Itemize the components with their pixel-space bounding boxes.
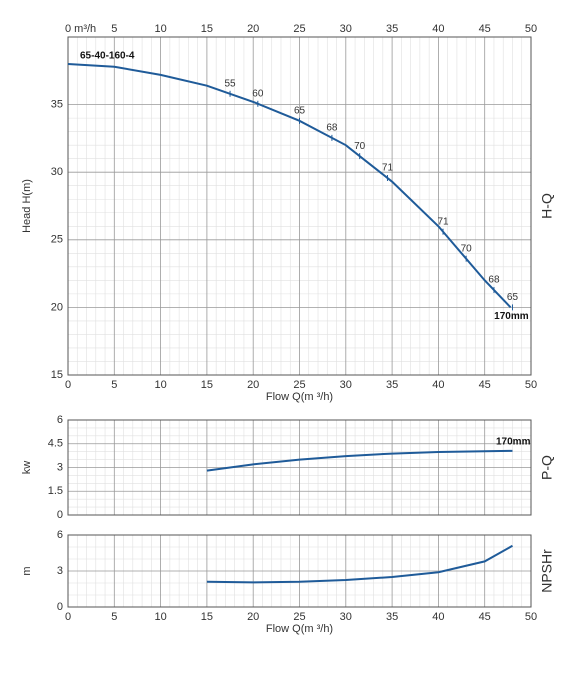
y-tick-label: 0 bbox=[57, 601, 63, 613]
x-tick-label: 0 bbox=[65, 611, 71, 623]
x-tick-label: 40 bbox=[432, 611, 444, 623]
x-tick-label: 50 bbox=[525, 611, 537, 623]
plot-frame bbox=[67, 534, 532, 608]
curve bbox=[206, 449, 513, 472]
x-tick-label: 30 bbox=[340, 611, 352, 623]
x-tick-label: 50 bbox=[525, 379, 537, 391]
curve-label: 65-40-160-4 bbox=[80, 51, 135, 62]
y-axis-label: kw bbox=[21, 461, 33, 475]
efficiency-label: 71 bbox=[437, 216, 449, 227]
x-tick-label: 0 bbox=[65, 379, 71, 391]
x-tick-label: 35 bbox=[386, 611, 398, 623]
y-tick-label: 6 bbox=[57, 529, 63, 541]
efficiency-label: 65 bbox=[507, 292, 519, 303]
y-tick-label: 25 bbox=[51, 234, 63, 246]
x-tick-label: 25 bbox=[293, 379, 305, 391]
y-tick-label: 15 bbox=[51, 369, 63, 381]
efficiency-label: 70 bbox=[354, 141, 366, 152]
x-tick-label: 15 bbox=[201, 379, 213, 391]
x-tick-label: 5 bbox=[111, 611, 117, 623]
y-tick-label: 3 bbox=[57, 565, 63, 577]
efficiency-label: 68 bbox=[326, 122, 338, 133]
x2-tick-label: 10 bbox=[154, 23, 166, 35]
y-axis-label: m bbox=[21, 566, 33, 575]
efficiency-label: 55 bbox=[224, 78, 236, 89]
y-tick-label: 4.5 bbox=[48, 438, 63, 450]
x-tick-label: 40 bbox=[432, 379, 444, 391]
x2-tick-label: 0 m³/h bbox=[65, 23, 96, 35]
y-axis-label: Head H(m) bbox=[21, 179, 33, 233]
efficiency-label: 68 bbox=[488, 275, 500, 286]
x2-tick-label: 20 bbox=[247, 23, 259, 35]
curve bbox=[206, 544, 513, 584]
x-tick-label: 10 bbox=[154, 379, 166, 391]
efficiency-label: 65 bbox=[294, 105, 306, 116]
x2-tick-label: 45 bbox=[479, 23, 491, 35]
side-label: P-Q bbox=[539, 455, 555, 480]
x-axis-label: Flow Q(m ³/h) bbox=[266, 623, 333, 635]
y-tick-label: 1.5 bbox=[48, 485, 63, 497]
end-label: 170mm bbox=[494, 311, 529, 322]
x2-tick-label: 50 bbox=[525, 23, 537, 35]
x2-tick-label: 30 bbox=[340, 23, 352, 35]
x-tick-label: 30 bbox=[340, 379, 352, 391]
side-label: H-Q bbox=[539, 193, 555, 219]
x-tick-label: 35 bbox=[386, 379, 398, 391]
y-tick-label: 20 bbox=[51, 301, 63, 313]
y-tick-label: 0 bbox=[57, 509, 63, 521]
x2-tick-label: 5 bbox=[111, 23, 117, 35]
end-label: 170mm bbox=[496, 437, 531, 448]
plot-frame bbox=[67, 36, 532, 376]
x-tick-label: 15 bbox=[201, 611, 213, 623]
x-tick-label: 20 bbox=[247, 379, 259, 391]
y-tick-label: 30 bbox=[51, 166, 63, 178]
y-tick-label: 3 bbox=[57, 461, 63, 473]
x2-tick-label: 15 bbox=[201, 23, 213, 35]
x2-tick-label: 40 bbox=[432, 23, 444, 35]
y-tick-label: 35 bbox=[51, 99, 63, 111]
y-tick-label: 6 bbox=[57, 414, 63, 426]
x-tick-label: 25 bbox=[293, 611, 305, 623]
x-tick-label: 5 bbox=[111, 379, 117, 391]
side-label: NPSHr bbox=[539, 549, 555, 593]
x-tick-label: 10 bbox=[154, 611, 166, 623]
x-axis-label: Flow Q(m ³/h) bbox=[266, 391, 333, 403]
x-tick-label: 20 bbox=[247, 611, 259, 623]
x2-tick-label: 25 bbox=[293, 23, 305, 35]
x-tick-label: 45 bbox=[479, 379, 491, 391]
efficiency-label: 60 bbox=[252, 88, 264, 99]
x-tick-label: 45 bbox=[479, 611, 491, 623]
plot-frame bbox=[67, 419, 532, 516]
x2-tick-label: 35 bbox=[386, 23, 398, 35]
efficiency-label: 70 bbox=[461, 243, 473, 254]
efficiency-label: 71 bbox=[382, 163, 394, 174]
